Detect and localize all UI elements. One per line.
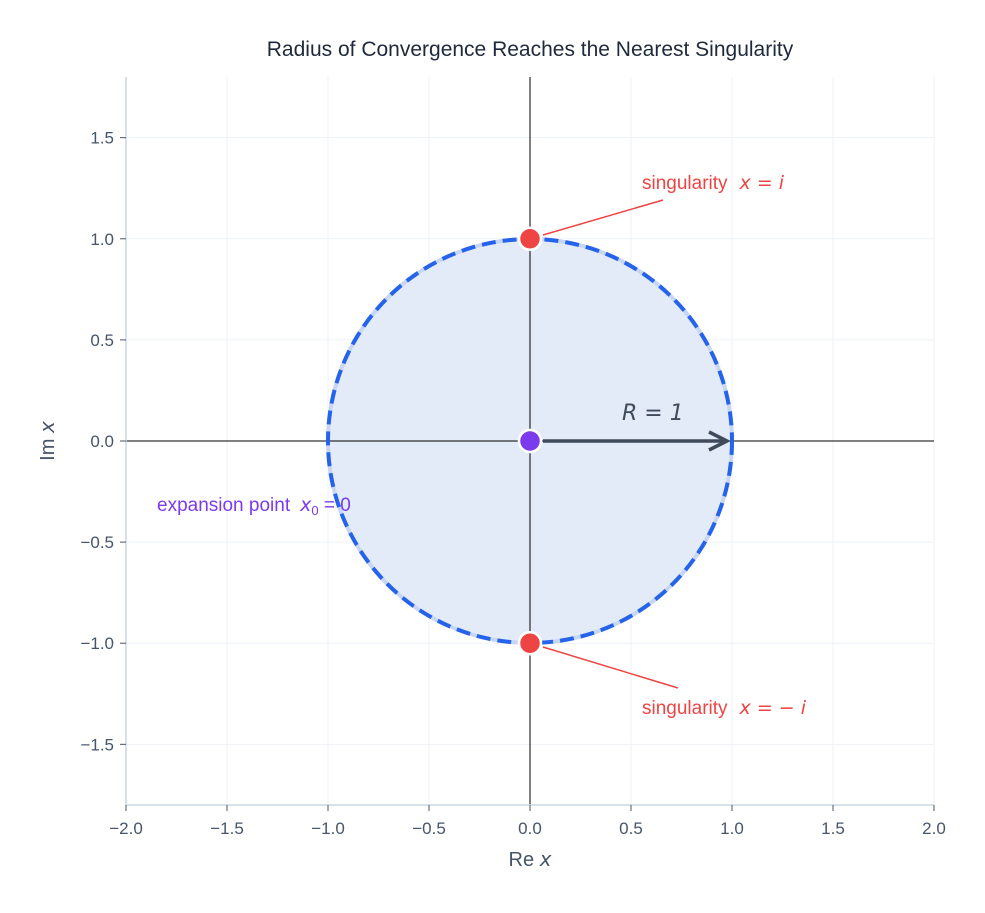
ticks: −2.0 −1.5 −1.0 −0.5 0.0 0.5 1.0 1.5 2.0 −1.5 −1.0 −… [80, 77, 946, 838]
x-tick-label: 0.5 [619, 819, 643, 838]
marks [126, 77, 934, 805]
chart-title: Radius of Convergence Reaches the Neares… [267, 38, 794, 61]
y-tick-label: 0.0 [90, 432, 114, 451]
x-axis-label: Re x [509, 847, 552, 871]
x-tick-label: −0.5 [412, 819, 446, 838]
leader-line-top [542, 199, 664, 236]
x-tick-label: 0.0 [518, 819, 542, 838]
arrow-head [708, 430, 731, 452]
y-tick-label: −1.5 [80, 735, 114, 754]
singularity-top-point [517, 226, 543, 252]
x-tick-label: 1.5 [821, 819, 845, 838]
x-tick-label: −1.5 [210, 819, 244, 838]
y-tick-label: 0.5 [90, 331, 114, 350]
radius-label: R = 1 [622, 401, 684, 426]
x-tick-label: −1.0 [311, 819, 345, 838]
x-tick-label: 1.0 [720, 819, 744, 838]
y-tick-label: 1.0 [90, 230, 114, 249]
expansion-point-label: expansion point x0 = 0 [157, 494, 351, 518]
y-tick-label: −1.0 [80, 634, 114, 653]
singularity-top-label: singularity x = i [642, 172, 785, 194]
singularity-bottom-label: singularity x = − i [642, 697, 807, 719]
y-tick-label: 1.5 [90, 129, 114, 148]
y-axis-label: Im x [35, 421, 59, 461]
y-tick-label: −0.5 [80, 533, 114, 552]
leader-line-bottom [542, 646, 679, 689]
singularity-bottom-point [517, 630, 543, 656]
x-tick-label: 2.0 [922, 819, 946, 838]
expansion-point-point [517, 428, 543, 454]
x-tick-label: −2.0 [109, 819, 143, 838]
